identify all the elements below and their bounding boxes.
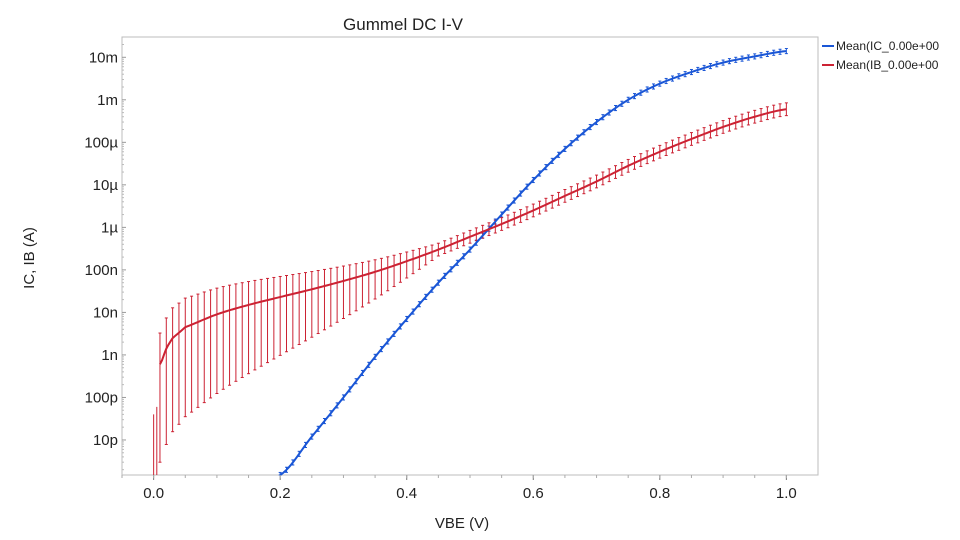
chart-title: Gummel DC I-V (343, 15, 464, 34)
legend-label: Mean(IC_0.00e+00 (836, 39, 939, 53)
y-tick-label: 10p (93, 432, 118, 449)
series-line-1 (159, 108, 787, 365)
y-tick-label: 10µ (93, 177, 119, 194)
x-tick-label: 0.4 (396, 485, 417, 502)
error-bars (153, 48, 788, 476)
x-tick-label: 0.0 (143, 485, 164, 502)
y-tick-label: 10n (93, 304, 118, 321)
y-tick-label: 1n (101, 347, 118, 364)
y-tick-label: 100n (85, 262, 118, 279)
y-tick-label: 100µ (84, 134, 118, 151)
x-axis-label: VBE (V) (435, 515, 489, 532)
x-tick-label: 0.2 (270, 485, 291, 502)
x-tick-label: 1.0 (776, 485, 797, 502)
x-tick-label: 0.8 (649, 485, 670, 502)
series-line-0 (279, 50, 787, 476)
legend-label: Mean(IB_0.00e+00 (836, 58, 939, 72)
y-axis-label: IC, IB (A) (21, 227, 38, 289)
y-tick-label: 100p (85, 389, 118, 406)
plot-area (121, 36, 819, 476)
series-lines (159, 50, 787, 476)
y-tick-label: 10m (89, 49, 118, 66)
legend: Mean(IC_0.00e+00 Mean(IB_0.00e+00 (822, 39, 939, 72)
y-tick-label: 1m (97, 92, 118, 109)
y-tick-label: 1µ (101, 219, 118, 236)
x-axis: 0.0 0.2 0.4 0.6 0.8 1.0 (121, 475, 797, 502)
y-axis: 10p 100p 1n 10n 100n 1µ 10µ 100µ 1m 10m (84, 36, 126, 471)
x-tick-label: 0.6 (523, 485, 544, 502)
